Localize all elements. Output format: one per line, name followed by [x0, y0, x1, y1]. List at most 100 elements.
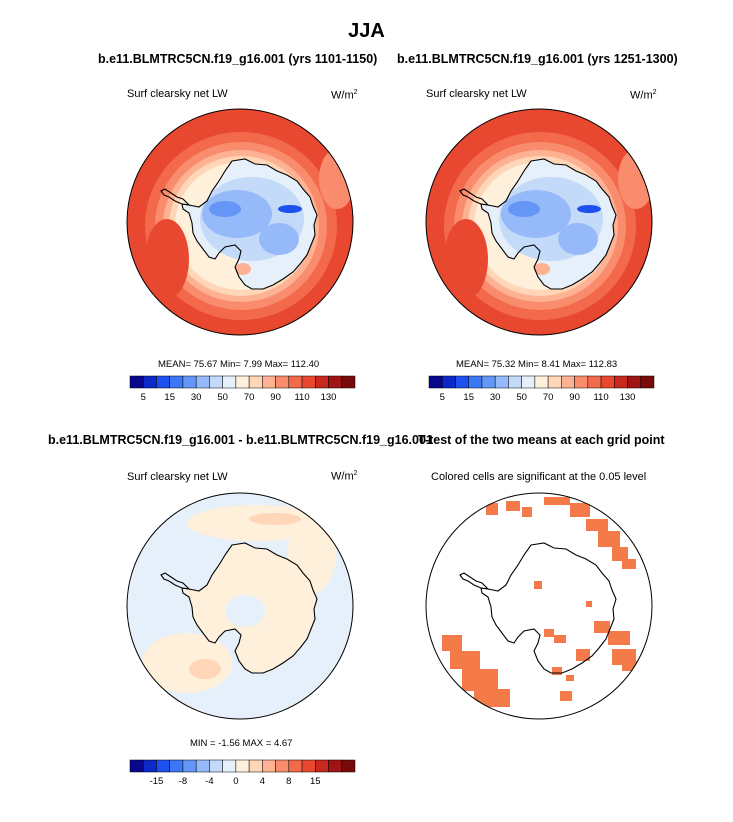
- p4-significant-cell-1: [506, 501, 520, 511]
- cbar3-tick-label: 8: [286, 776, 292, 787]
- p1-ross-warm: [235, 263, 251, 275]
- cbar1-swatch-0: [129, 375, 144, 389]
- p4-significant-cell-12: [474, 689, 510, 707]
- p3-pos-sw-strong: [189, 659, 221, 679]
- cbar2-swatch-9: [547, 375, 562, 389]
- panel1-map: [126, 108, 354, 336]
- cbar3-tick-label: 4: [259, 776, 265, 787]
- cbar3-swatch-6: [209, 759, 223, 773]
- cbar2-swatch-4: [481, 375, 496, 389]
- cbar1-tick-label: 5: [140, 392, 146, 403]
- cbar1-swatch-2: [156, 375, 170, 389]
- p2-cold-min: [508, 201, 540, 217]
- panel3-colorbar: -15 -8 -4 0 4 8 15: [129, 759, 356, 792]
- cbar1-tick-label: 90: [270, 392, 281, 403]
- p3-peninsula: [160, 572, 191, 590]
- p4-field: [442, 497, 642, 707]
- p4-significant-cell-2: [522, 507, 532, 517]
- p4-significant-cell-17: [544, 629, 554, 637]
- cbar2-swatch-6: [508, 375, 522, 389]
- panel2-colorbar: 5 15 30 50 70 90 110 130: [428, 375, 655, 408]
- p1-border: [126, 108, 354, 336]
- cbar1-swatch-8: [235, 375, 250, 389]
- cbar3-swatch-9: [248, 759, 263, 773]
- panel2-title: b.e11.BLMTRC5CN.f19_g16.001 (yrs 1251-13…: [397, 52, 678, 66]
- p2-ross-warm: [534, 263, 550, 275]
- figure-title: JJA: [348, 20, 385, 42]
- cbar3-swatch-0: [129, 759, 144, 773]
- cbar1-tick-label: 70: [243, 392, 255, 403]
- p4-significant-cell-6: [598, 531, 620, 547]
- p4-significant-cell-11: [462, 669, 498, 691]
- cbar1-swatch-9: [248, 375, 263, 389]
- p4-significant-cell-19: [576, 649, 590, 661]
- p1-warm-west: [145, 219, 189, 299]
- cbar2-tick-label: 110: [593, 392, 609, 403]
- cbar3-swatch-2: [156, 759, 170, 773]
- p3-neg-center: [225, 595, 265, 627]
- cbar3-swatch-15: [328, 759, 343, 773]
- panel1-colorbar: 5 15 30 50 70 90 110 130: [129, 375, 356, 408]
- cbar2-swatch-13: [600, 375, 615, 389]
- cbar3-tick-label: 15: [309, 776, 321, 787]
- p1-cold-east: [259, 223, 299, 255]
- cbar1-swatch-11: [275, 375, 290, 389]
- cbar2-swatch-3: [468, 375, 483, 389]
- panel2-units: W/m2: [630, 89, 657, 102]
- cbar2-tick-label: 90: [569, 392, 580, 403]
- p4-significant-cell-7: [612, 547, 628, 561]
- panel4-map: [425, 492, 653, 720]
- cbar3-swatch-10: [262, 759, 276, 773]
- p4-peninsula: [459, 572, 490, 590]
- cbar3-tick-label: -4: [205, 776, 214, 787]
- cbar2-swatch-7: [521, 375, 536, 389]
- p3-border: [126, 492, 354, 720]
- panel2-subtitle: Surf clearsky net LW: [426, 88, 527, 100]
- cbar1-swatch-14: [315, 375, 329, 389]
- panel1-subtitle: Surf clearsky net LW: [127, 88, 228, 100]
- cbar3-swatch-12: [288, 759, 303, 773]
- p4-significant-cell-14: [608, 631, 630, 645]
- p3-pos-sw: [142, 633, 232, 693]
- cbar2-tick-label: 5: [439, 392, 445, 403]
- cbar2-tick-label: 50: [516, 392, 527, 403]
- p4-significant-cell-4: [570, 503, 590, 517]
- cbar2-swatch-8: [534, 375, 549, 389]
- panel1-units: W/m2: [331, 89, 358, 102]
- p2-warm-east: [618, 149, 652, 209]
- panel4-subtitle: Colored cells are significant at the 0.0…: [431, 471, 647, 483]
- panel3-stats: MIN = -1.56 MAX = 4.67: [190, 738, 293, 749]
- p4-significant-cell-0: [486, 503, 498, 515]
- p4-coastline: [480, 542, 617, 674]
- cbar1-swatch-10: [262, 375, 276, 389]
- panel1-title: b.e11.BLMTRC5CN.f19_g16.001 (yrs 1101-11…: [98, 52, 378, 66]
- cbar2-swatch-14: [614, 375, 628, 389]
- p3-pos-strong: [249, 513, 301, 525]
- p2-cold-streak: [577, 205, 601, 213]
- cbar3-tick-label: -8: [178, 776, 188, 787]
- cbar3-swatch-14: [315, 759, 329, 773]
- cbar1-swatch-16: [341, 375, 356, 389]
- cbar1-swatch-4: [182, 375, 197, 389]
- cbar1-swatch-6: [209, 375, 223, 389]
- cbar1-tick-label: 50: [217, 392, 228, 403]
- p2-border: [425, 108, 653, 336]
- p3-coastline: [181, 542, 318, 674]
- p4-significant-cell-21: [586, 601, 592, 607]
- p4-significant-cell-10: [450, 651, 480, 669]
- p3-neg-south: [217, 680, 337, 716]
- cbar1-tick-label: 30: [190, 392, 202, 403]
- cbar2-swatch-12: [587, 375, 602, 389]
- cbar1-tick-label: 15: [164, 392, 175, 403]
- cbar3-swatch-1: [142, 759, 157, 773]
- cbar2-swatch-0: [428, 375, 443, 389]
- cbar3-swatch-4: [182, 759, 197, 773]
- p4-significant-cell-8: [622, 559, 636, 569]
- cbar2-swatch-5: [494, 375, 509, 389]
- cbar3-swatch-7: [222, 759, 237, 773]
- panel2-stats: MEAN= 75.32 Min= 8.41 Max= 112.83: [456, 359, 618, 370]
- p1-peninsula: [160, 188, 191, 206]
- cbar2-swatch-10: [561, 375, 575, 389]
- cbar2-swatch-11: [574, 375, 589, 389]
- p2-coastline: [480, 158, 617, 290]
